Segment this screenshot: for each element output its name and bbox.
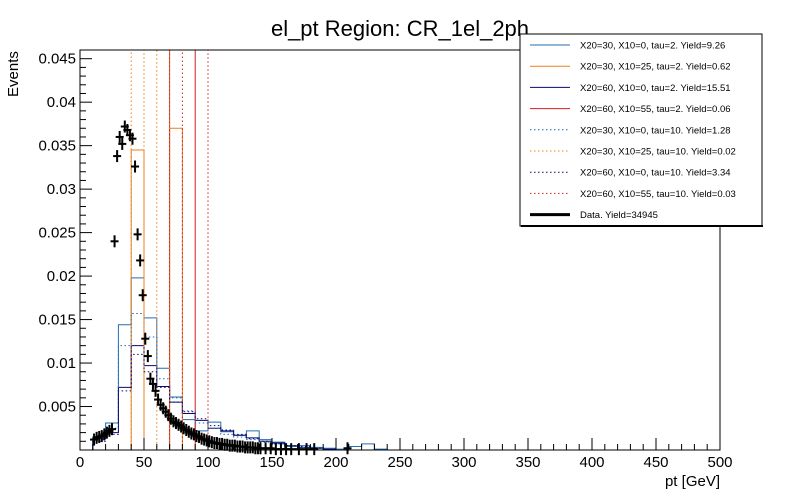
legend-label: X20=60, X10=55, tau=10. Yield=0.03	[580, 189, 736, 200]
legend-item: X20=30, X10=25, tau=10. Yield=0.02	[530, 147, 736, 158]
series-3	[92, 345, 337, 450]
x-tick-label: 50	[136, 454, 153, 471]
data-point	[110, 235, 119, 248]
legend-item: X20=60, X10=55, tau=10. Yield=0.03	[530, 189, 736, 200]
data-point	[343, 442, 352, 455]
y-tick-label: 0.02	[47, 268, 76, 285]
data-point	[138, 289, 147, 302]
data-point	[118, 137, 127, 150]
data-point	[141, 332, 150, 345]
x-tick-label: 250	[387, 454, 412, 471]
legend-items: X20=30, X10=0, tau=2. Yield=9.26 X20=30, …	[530, 41, 736, 221]
chart-title: el_pt Region: CR_1el_2ph	[271, 16, 529, 41]
y-tick-label: 0.01	[47, 355, 76, 372]
y-tick-label: 0.005	[38, 399, 76, 416]
x-axis-label: pt [GeV]	[665, 473, 720, 490]
x-tick-label: 150	[259, 454, 284, 471]
data-point	[294, 443, 303, 456]
y-tick-label: 0.025	[38, 225, 76, 242]
legend-item: X20=30, X10=25, tau=2. Yield=0.62	[530, 62, 731, 73]
y-axis-label: Events	[5, 51, 22, 97]
legend-label: X20=30, X10=25, tau=2. Yield=0.62	[580, 62, 731, 73]
legend-label: X20=30, X10=0, tau=10. Yield=1.28	[580, 125, 731, 136]
y-tick-label: 0.035	[38, 138, 76, 155]
data-point	[113, 150, 122, 163]
x-tick-label: 450	[643, 454, 668, 471]
data-point	[115, 130, 124, 143]
data-point	[131, 160, 140, 173]
data-point	[310, 443, 319, 456]
series-3-line	[92, 345, 337, 450]
legend-shadow	[521, 225, 763, 227]
y-tick-label: 0.045	[38, 51, 76, 68]
legend-item: Data. Yield=34945	[530, 210, 658, 221]
legend-label: X20=30, X10=25, tau=10. Yield=0.02	[580, 147, 736, 158]
y-tick-label: 0.03	[47, 181, 76, 198]
legend-item: X20=60, X10=0, tau=2. Yield=15.51	[530, 83, 731, 94]
legend-item: X20=60, X10=55, tau=2. Yield=0.06	[530, 104, 731, 115]
x-tick-label: 300	[451, 454, 476, 471]
series-6	[130, 49, 171, 451]
y-axis: 0.005 0.01 0.015 0.02 0.025 0.03 0.035 0.04 0.04…	[38, 51, 92, 442]
legend-item: X20=60, X10=0, tau=10. Yield=3.34	[530, 168, 731, 179]
x-tick-label: 400	[579, 454, 604, 471]
legend-label: Data. Yield=34945	[580, 210, 658, 221]
x-tick-label: 200	[323, 454, 348, 471]
data-point	[133, 228, 142, 241]
data-point	[148, 377, 157, 390]
data-point	[302, 443, 311, 456]
x-tick-label: 350	[515, 454, 540, 471]
series-1	[92, 277, 388, 450]
x-tick-label: 500	[707, 454, 732, 471]
x-tick-label: 0	[76, 454, 84, 471]
legend: X20=30, X10=0, tau=2. Yield=9.26 X20=30, …	[519, 33, 763, 227]
data-point	[287, 443, 296, 456]
series-1-line	[92, 277, 388, 450]
data-point	[151, 384, 160, 397]
legend-item: X20=30, X10=0, tau=10. Yield=1.28	[530, 125, 731, 136]
legend-label: X20=60, X10=0, tau=10. Yield=3.34	[580, 168, 731, 179]
legend-item: X20=30, X10=0, tau=2. Yield=9.26	[530, 41, 725, 52]
series-2	[118, 127, 196, 451]
series-6-line	[130, 49, 171, 451]
legend-label: X20=30, X10=0, tau=2. Yield=9.26	[580, 41, 725, 52]
x-tick-label: 100	[195, 454, 220, 471]
legend-label: X20=60, X10=0, tau=2. Yield=15.51	[580, 83, 731, 94]
data-point	[143, 350, 152, 363]
data-point	[136, 254, 145, 267]
y-tick-label: 0.015	[38, 312, 76, 329]
legend-label: X20=60, X10=55, tau=2. Yield=0.06	[580, 104, 731, 115]
data-points-layer	[90, 120, 352, 456]
data-point	[108, 423, 116, 436]
series-2-line	[118, 127, 196, 451]
y-tick-label: 0.04	[47, 94, 76, 111]
data-point	[128, 132, 137, 145]
x-axis: 0 50 100 150 200 250 300 350 400 450 500	[76, 438, 733, 471]
